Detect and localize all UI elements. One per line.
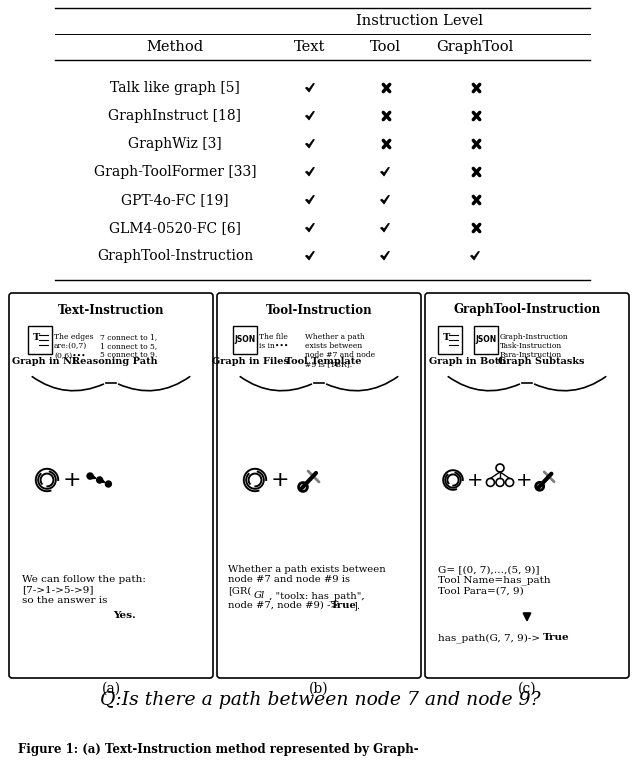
Polygon shape (305, 224, 314, 232)
Text: Figure 1: (a) Text-Instruction method represented by Graph-: Figure 1: (a) Text-Instruction method re… (18, 743, 419, 756)
Text: True: True (543, 633, 570, 642)
Text: Tool: Tool (369, 40, 401, 54)
Text: JSON: JSON (476, 335, 497, 345)
Text: Text: Text (294, 40, 326, 54)
Text: Method: Method (147, 40, 204, 54)
Text: The edges
are:(0,7)
(0,6)•••: The edges are:(0,7) (0,6)••• (54, 333, 93, 359)
Text: True: True (331, 601, 357, 610)
Text: T: T (33, 332, 40, 342)
Text: Talk like graph [5]: Talk like graph [5] (110, 81, 240, 95)
FancyBboxPatch shape (9, 293, 213, 678)
Text: GraphTool: GraphTool (436, 40, 514, 54)
Polygon shape (305, 167, 314, 176)
Text: The file
is in•••: The file is in••• (259, 333, 289, 350)
Polygon shape (305, 112, 314, 120)
Text: Tool-Instruction: Tool-Instruction (266, 304, 372, 317)
Text: G= [(0, 7),…,(5, 9)]
Tool Name=has_path
Tool Para=(7, 9): G= [(0, 7),…,(5, 9)] Tool Name=has_path … (438, 565, 550, 595)
Text: +: + (467, 470, 483, 490)
Text: Gl: Gl (254, 591, 265, 600)
Text: node #7, node #9) ->: node #7, node #9) -> (228, 601, 342, 610)
FancyBboxPatch shape (28, 326, 52, 354)
FancyBboxPatch shape (425, 293, 629, 678)
Text: Graph-Instruction
Task-Instruction
Para-Instruction: Graph-Instruction Task-Instruction Para-… (500, 333, 569, 359)
Polygon shape (381, 196, 390, 204)
Text: GPT-4o-FC [19]: GPT-4o-FC [19] (121, 193, 229, 207)
Text: Tool Template: Tool Template (285, 358, 361, 366)
Text: Reasoning Path: Reasoning Path (72, 358, 158, 366)
Polygon shape (381, 224, 390, 232)
Text: Instruction Level: Instruction Level (356, 14, 483, 28)
FancyBboxPatch shape (474, 326, 498, 354)
Text: +: + (63, 470, 81, 490)
Polygon shape (305, 251, 314, 260)
Text: Graph-ToolFormer [33]: Graph-ToolFormer [33] (93, 165, 256, 179)
Text: GraphInstruct [18]: GraphInstruct [18] (109, 109, 241, 123)
FancyBboxPatch shape (217, 293, 421, 678)
FancyBboxPatch shape (438, 326, 462, 354)
Text: GraphTool-Instruction: GraphTool-Instruction (97, 249, 253, 263)
Text: Whether a path
exists between
node #7 and node
#9 is [TBR].: Whether a path exists between node #7 an… (305, 333, 375, 369)
Polygon shape (470, 251, 479, 260)
Text: 7 connect to 1,
1 connect to 5,
5 connect to 9.: 7 connect to 1, 1 connect to 5, 5 connec… (100, 333, 157, 359)
Text: Q:Is there a path between node 7 and node 9?: Q:Is there a path between node 7 and nod… (100, 691, 540, 709)
Circle shape (97, 477, 102, 483)
Polygon shape (305, 83, 314, 92)
Text: +: + (271, 470, 289, 490)
Text: ].: ]. (353, 601, 360, 610)
Text: JSON: JSON (234, 335, 255, 345)
Polygon shape (381, 251, 390, 260)
Text: (a): (a) (101, 682, 120, 696)
Text: We can follow the path:
[7->1->5->9]
so the answer is: We can follow the path: [7->1->5->9] so … (22, 575, 146, 604)
Text: Yes.: Yes. (113, 611, 136, 620)
Text: Graph in NL: Graph in NL (12, 358, 78, 366)
Polygon shape (305, 196, 314, 204)
Text: T: T (443, 332, 451, 342)
Text: GraphTool-Instruction: GraphTool-Instruction (453, 304, 600, 317)
Polygon shape (305, 140, 314, 148)
Text: GraphWiz [3]: GraphWiz [3] (128, 137, 222, 151)
Text: GLM4-0520-FC [6]: GLM4-0520-FC [6] (109, 221, 241, 235)
Text: +: + (516, 470, 532, 490)
FancyBboxPatch shape (233, 326, 257, 354)
Polygon shape (381, 167, 390, 176)
Text: Graph Subtasks: Graph Subtasks (498, 358, 584, 366)
Text: Whether a path exists between
node #7 and node #9 is
[GR(: Whether a path exists between node #7 an… (228, 565, 386, 594)
Text: , "toolx: has_path",: , "toolx: has_path", (266, 591, 365, 601)
Text: (c): (c) (518, 682, 536, 696)
Text: Graph in Files: Graph in Files (211, 358, 289, 366)
Text: Text-Instruction: Text-Instruction (58, 304, 164, 317)
Text: (b): (b) (309, 682, 329, 696)
Text: has_path(G, 7, 9)->: has_path(G, 7, 9)-> (438, 633, 540, 643)
Text: Graph in Both: Graph in Both (429, 358, 507, 366)
Circle shape (106, 481, 111, 487)
Circle shape (87, 473, 93, 479)
